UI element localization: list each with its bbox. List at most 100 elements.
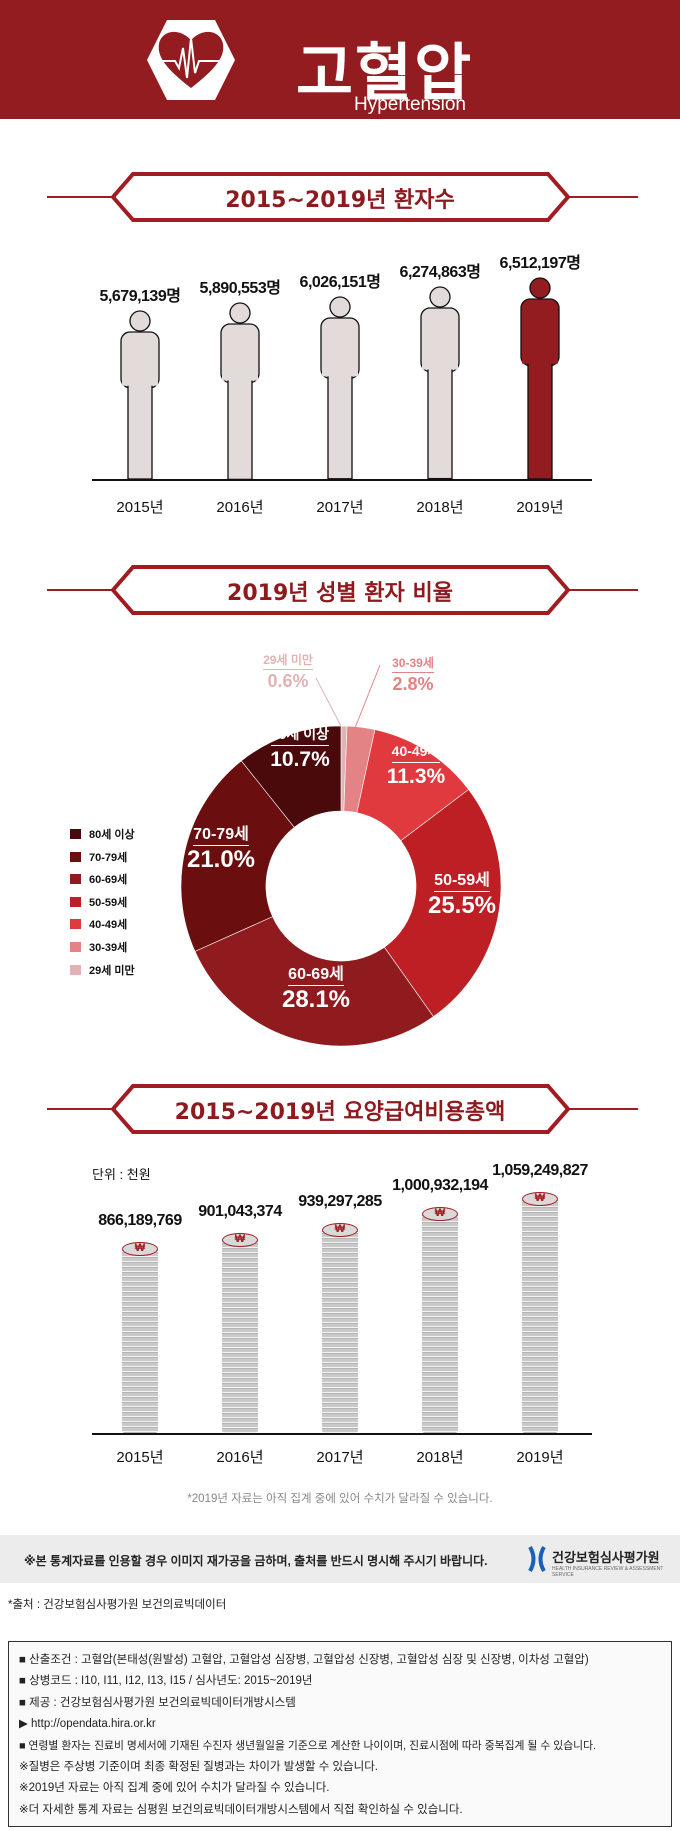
patient-count-label: 5,679,139명 — [99, 288, 181, 305]
section-title: 2015~2019년 환자수 — [225, 188, 455, 213]
hira-logo-icon — [528, 1545, 546, 1573]
ribbon-decoration — [47, 172, 638, 222]
donut-slice-5 — [180, 760, 295, 952]
source-text: *출처 : 건강보험심사평가원 보건의료빅데이터 — [8, 1599, 227, 1611]
won-coin-icon: ₩ — [522, 1192, 558, 1206]
leader-line — [315, 677, 342, 727]
section-title: 2015~2019년 요양급여비용총액 — [174, 1100, 506, 1125]
segment-name: 29세 미만 — [263, 651, 313, 670]
won-coin-icon: ₩ — [222, 1232, 258, 1247]
patient-count-label: 5,890,553명 — [199, 279, 281, 297]
page-subtitle: Hypertension — [354, 94, 466, 115]
info-line: ※질병은 주상병 기준이며 최종 확정된 질병과는 차이가 발생할 수 있습니다… — [19, 1761, 378, 1774]
info-line: ※2019년 자료는 아직 집계 중에 있어 수치가 달라질 수 있습니다. — [19, 1782, 330, 1795]
donut-data-label: 50-59세 25.5% — [402, 866, 522, 920]
info-line: ■ 상병코드 : I10, I11, I12, I13, I15 / 심사년도:… — [19, 1675, 313, 1688]
info-line: ※더 자세한 통계 자료는 심평원 보건의료빅데이터개방시스템에서 직접 확인하… — [19, 1803, 463, 1816]
segment-name: 30-39세 — [392, 654, 434, 673]
x-axis-line — [92, 1433, 592, 1435]
donut-data-label: 30-39세 2.8% — [353, 654, 473, 695]
cost-value-label: 866,189,769 — [98, 1212, 182, 1229]
legend-swatch — [70, 896, 81, 907]
legend-item: 80세 이상 — [70, 826, 135, 842]
legend-swatch — [70, 874, 81, 885]
segment-percent: 11.3% — [386, 765, 446, 788]
legend-label: 29세 미만 — [89, 964, 135, 977]
person-bar-2017 — [320, 296, 360, 479]
person-bar-2019 — [520, 277, 560, 479]
info-link[interactable]: ▶ http://opendata.hira.or.kr — [19, 1718, 156, 1731]
heart-pulse-icon — [147, 20, 235, 100]
year-label: 2017년 — [316, 1449, 364, 1466]
info-line: ■ 연령별 환자는 진료비 명세서에 기재된 수진자 생년월일을 기준으로 계산… — [19, 1739, 597, 1752]
ribbon-decoration — [47, 565, 638, 615]
page-title: 고혈압 — [296, 36, 474, 109]
section-title: 2019년 성별 환자 비율 — [227, 581, 453, 606]
footnote: *2019년 자료는 아직 집계 중에 있어 수치가 달라질 수 있습니다. — [187, 1493, 493, 1505]
segment-percent: 2.8% — [392, 674, 434, 694]
legend-swatch — [70, 919, 81, 930]
leader-line — [354, 664, 381, 729]
year-label: 2015년 — [116, 1449, 164, 1466]
notice-bar: ※본 통계자료를 인용할 경우 이미지 재가공을 금하며, 출처를 반드시 명시… — [0, 1535, 680, 1583]
won-coin-icon: ₩ — [322, 1223, 358, 1238]
legend-label: 50-59세 — [89, 896, 128, 909]
legend-item: 60-69세 — [70, 871, 127, 887]
segment-percent: 10.7% — [270, 748, 330, 771]
year-label: 2018년 — [416, 499, 464, 516]
donut-data-label: 80세 이상 10.7% — [240, 724, 360, 774]
legend-swatch — [70, 829, 81, 839]
donut-slice-3 — [383, 789, 502, 1018]
donut-data-label: 40-49세 11.3% — [356, 741, 476, 791]
year-label: 2019년 — [516, 1449, 564, 1466]
header-banner: 고혈압 Hypertension — [0, 0, 680, 119]
year-label: 2016년 — [216, 499, 264, 516]
year-label: 2017년 — [316, 499, 364, 516]
coin-stack-2017 — [322, 1229, 358, 1433]
legend-item: 29세 미만 — [70, 962, 135, 978]
segment-name: 80세 이상 — [270, 724, 330, 746]
ribbon-decoration — [47, 1084, 638, 1134]
legend-item: 40-49세 — [70, 916, 127, 932]
legend-label: 80세 이상 — [89, 829, 135, 841]
legend-item: 70-79세 — [70, 849, 127, 865]
year-label: 2018년 — [416, 1449, 464, 1466]
legend-swatch — [70, 964, 81, 975]
coin-stack-2018 — [422, 1213, 458, 1433]
segment-name: 50-59세 — [434, 866, 490, 892]
legend-item: 50-59세 — [70, 894, 127, 910]
coin-stack-2016 — [222, 1238, 258, 1433]
cost-value-label: 939,297,285 — [298, 1193, 382, 1211]
coin-stack-2019 — [522, 1198, 558, 1433]
unit-label: 단위 : 천원 — [92, 1167, 151, 1182]
cost-value-label: 1,000,932,194 — [392, 1177, 488, 1195]
hira-logo-name: 건강보험심사평가원 — [552, 1550, 660, 1565]
segment-percent: 28.1% — [281, 986, 351, 1013]
legend-label: 70-79세 — [89, 851, 128, 864]
legend-swatch — [70, 851, 81, 862]
notice-text: ※본 통계자료를 인용할 경우 이미지 재가공을 금하며, 출처를 반드시 명시… — [24, 1554, 488, 1568]
year-label: 2016년 — [216, 1449, 264, 1466]
year-label: 2015년 — [116, 499, 164, 516]
legend-label: 40-49세 — [89, 919, 128, 932]
segment-name: 40-49세 — [391, 741, 441, 763]
legend-label: 60-69세 — [89, 874, 128, 887]
section-banner-patients: 2015~2019년 환자수 — [0, 172, 680, 222]
person-bar-2018 — [420, 286, 460, 479]
info-line: ■ 제공 : 건강보험심사평가원 보건의료빅데이터개방시스템 — [19, 1696, 296, 1709]
legend-label: 30-39세 — [89, 942, 128, 954]
segment-percent: 0.6% — [267, 671, 309, 691]
donut-data-label: 70-79세 21.0% — [161, 820, 281, 874]
x-axis-line — [92, 479, 592, 481]
cost-value-label: 901,043,374 — [198, 1202, 282, 1220]
won-coin-icon: ₩ — [122, 1242, 158, 1256]
donut-data-label: 29세 미만 0.6% — [228, 651, 348, 692]
legend-swatch — [70, 942, 81, 952]
won-coin-icon: ₩ — [422, 1207, 458, 1222]
info-box: ■ 산출조건 : 고혈압(본태성(원발성) 고혈압, 고혈압성 심장병, 고혈압… — [8, 1641, 672, 1827]
cost-value-label: 1,059,249,827 — [492, 1162, 588, 1179]
year-label: 2019년 — [516, 499, 564, 516]
segment-name: 70-79세 — [193, 820, 249, 846]
coin-stack-2015 — [122, 1248, 158, 1433]
info-line: ■ 산출조건 : 고혈압(본태성(원발성) 고혈압, 고혈압성 심장병, 고혈압… — [19, 1654, 589, 1666]
